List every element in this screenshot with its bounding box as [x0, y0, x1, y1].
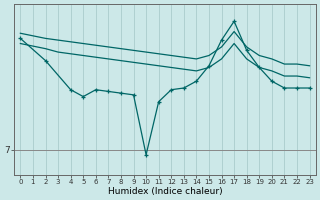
X-axis label: Humidex (Indice chaleur): Humidex (Indice chaleur) [108, 187, 222, 196]
